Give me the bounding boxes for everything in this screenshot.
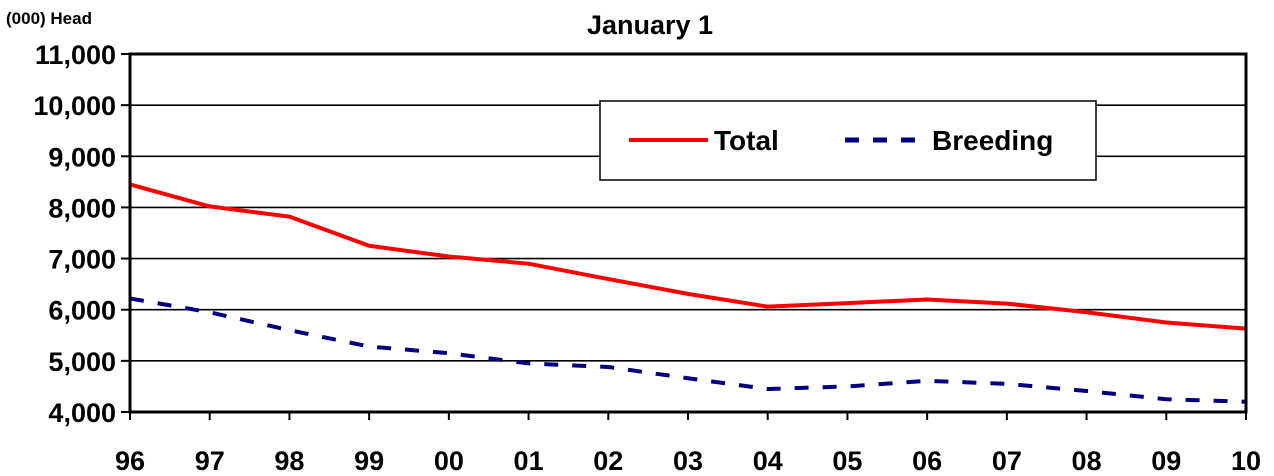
x-tick-label: 08 bbox=[1072, 446, 1102, 476]
x-tick-label: 05 bbox=[832, 446, 862, 476]
y-tick-label: 4,000 bbox=[48, 398, 116, 428]
x-tick-label: 97 bbox=[195, 446, 225, 476]
x-tick-label: 10 bbox=[1231, 446, 1261, 476]
chart-title: January 1 bbox=[587, 10, 713, 40]
y-tick-label: 11,000 bbox=[35, 40, 116, 70]
x-tick-label: 99 bbox=[354, 446, 384, 476]
legend: Total Breeding bbox=[599, 100, 1097, 181]
x-tick-label: 98 bbox=[274, 446, 304, 476]
y-tick-label: 6,000 bbox=[48, 296, 116, 326]
x-tick-label: 06 bbox=[912, 446, 942, 476]
y-tick-label: 9,000 bbox=[48, 142, 116, 172]
x-tick-label: 02 bbox=[593, 446, 623, 476]
y-axis-label: (000) Head bbox=[6, 9, 92, 28]
y-axis-ticks: 4,000 5,000 6,000 7,000 8,000 9,000 10,000 11,0… bbox=[33, 40, 130, 428]
x-tick-label: 01 bbox=[514, 446, 544, 476]
legend-label-total: Total bbox=[714, 125, 779, 156]
x-tick-label: 00 bbox=[434, 446, 464, 476]
y-tick-label: 5,000 bbox=[48, 347, 116, 377]
x-tick-label: 09 bbox=[1151, 446, 1181, 476]
x-tick-label: 96 bbox=[115, 446, 145, 476]
y-tick-label: 8,000 bbox=[48, 193, 116, 223]
x-tick-label: 07 bbox=[992, 446, 1022, 476]
x-tick-label: 04 bbox=[753, 446, 783, 476]
x-axis-ticks: 96 97 98 99 00 01 02 03 04 05 06 07 08 09 10 bbox=[115, 412, 1261, 476]
legend-label-breeding: Breeding bbox=[932, 125, 1053, 156]
series-group bbox=[129, 182, 1247, 404]
y-tick-label: 10,000 bbox=[33, 91, 116, 121]
x-tick-label: 03 bbox=[673, 446, 703, 476]
series-line-breeding bbox=[129, 296, 1247, 404]
y-tick-label: 7,000 bbox=[48, 245, 116, 275]
series-line-total bbox=[129, 182, 1247, 331]
